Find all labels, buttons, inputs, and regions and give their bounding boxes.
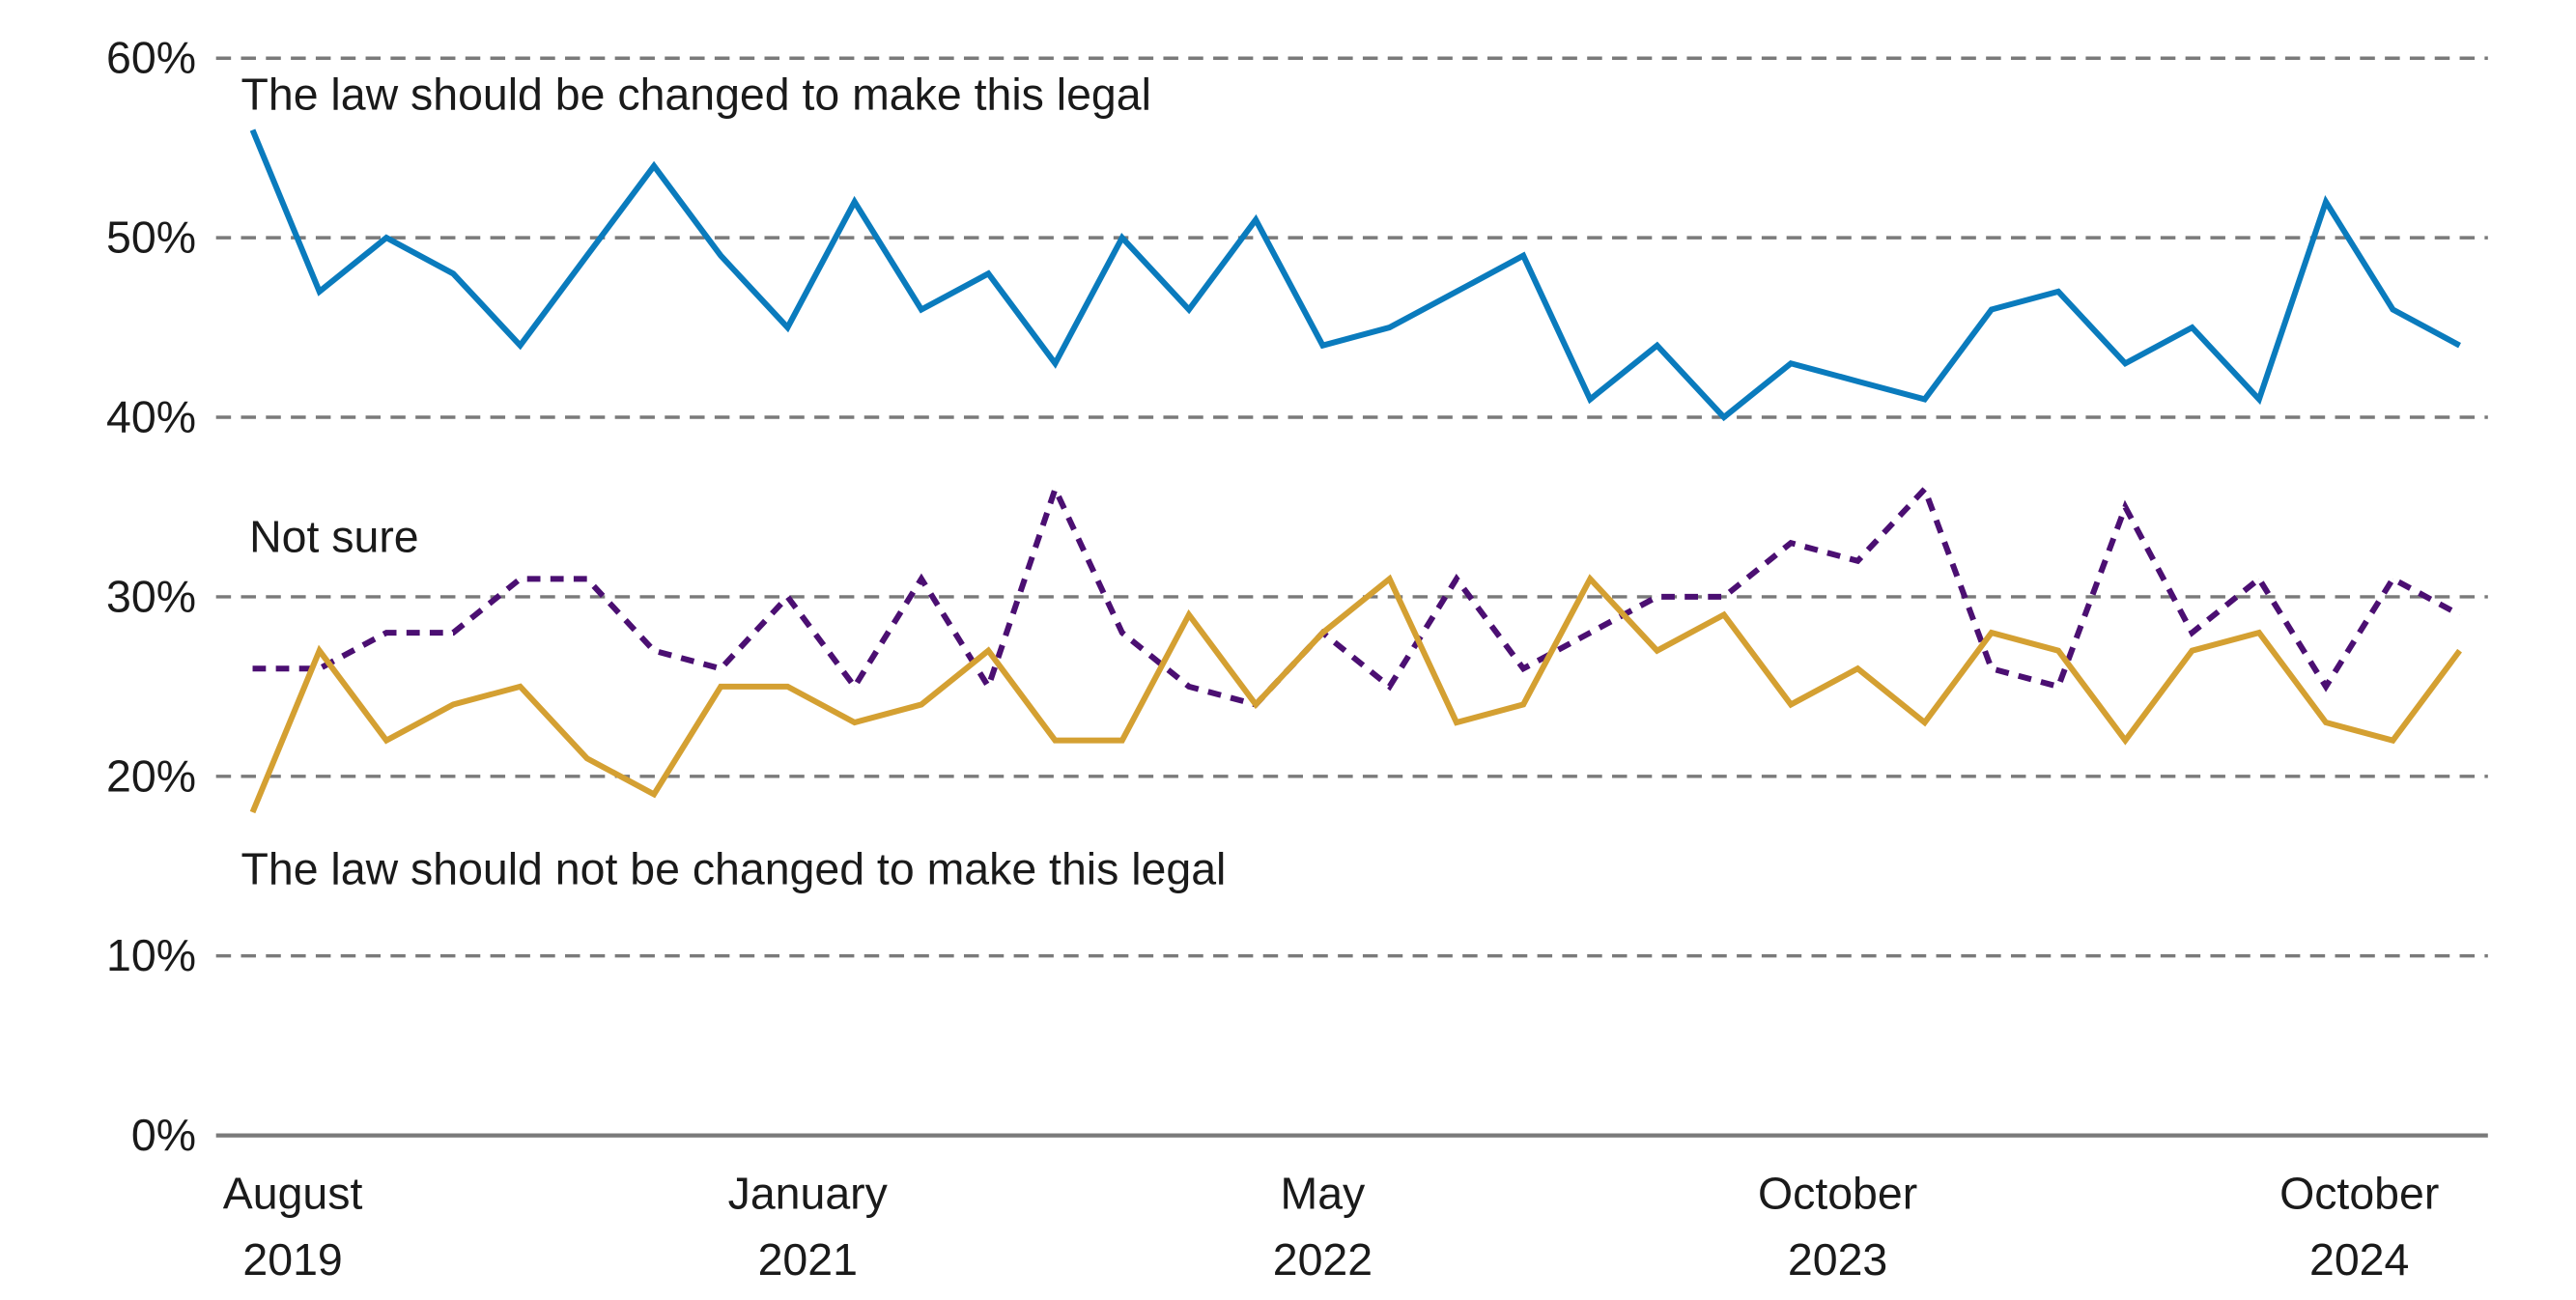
series-line-0 bbox=[249, 128, 2461, 422]
x-tick-label-year: 2021 bbox=[758, 1234, 858, 1285]
y-tick-label: 30% bbox=[106, 571, 196, 621]
x-tick-label-year: 2019 bbox=[242, 1234, 342, 1285]
series-lines bbox=[249, 128, 2462, 814]
y-tick-label: 0% bbox=[131, 1110, 196, 1160]
series-label-not-changed: The law should not be changed to make th… bbox=[241, 844, 1226, 894]
x-tick-label: October bbox=[2279, 1168, 2439, 1218]
y-tick-label: 20% bbox=[106, 750, 196, 801]
series-line-2 bbox=[249, 574, 2462, 814]
x-tick-label: August bbox=[223, 1168, 363, 1218]
y-tick-label: 60% bbox=[106, 33, 196, 83]
x-tick-label: October bbox=[1758, 1168, 1917, 1218]
x-tick-label-year: 2024 bbox=[2309, 1234, 2409, 1285]
gridlines bbox=[215, 56, 2488, 1138]
y-tick-label: 10% bbox=[106, 930, 196, 980]
x-axis-ticks: August 2019 January 2021 May 2022 October 2023 O… bbox=[223, 1168, 2440, 1285]
x-tick-label-year: 2022 bbox=[1273, 1234, 1373, 1285]
y-axis-ticks: 0% 10% 20% 30% 40% 50% 60% bbox=[106, 33, 196, 1160]
series-line-1 bbox=[252, 481, 2461, 708]
series-label-not-sure: Not sure bbox=[249, 511, 419, 561]
x-tick-label: January bbox=[728, 1168, 889, 1218]
x-tick-label-year: 2023 bbox=[1788, 1234, 1887, 1285]
series-label-changed: The law should be changed to make this l… bbox=[241, 70, 1150, 120]
y-tick-label: 40% bbox=[106, 392, 196, 442]
y-tick-label: 50% bbox=[106, 212, 196, 263]
x-tick-label: May bbox=[1281, 1168, 1367, 1218]
